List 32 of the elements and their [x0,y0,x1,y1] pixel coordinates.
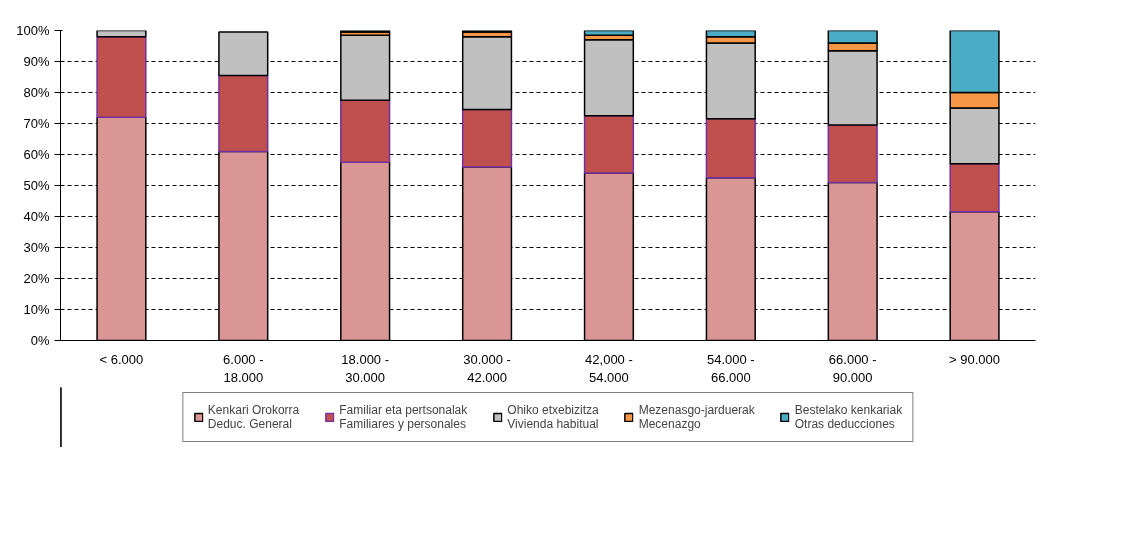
y-tick-label: 50% [23,178,50,193]
y-tick-label: 60% [23,147,50,162]
x-tick-label: 42,000 - 54.000 [585,351,633,385]
y-tick-label: 0% [30,333,50,348]
bar [461,108,513,168]
legend-label: Familiar eta pertsonalak Familiares y personales [339,403,468,431]
bar [218,74,269,153]
x-tick-label: < 6.000 [99,351,144,367]
y-tick-label: 80% [23,85,50,100]
x-tick-label: 54.000 - 66.000 [706,351,755,385]
bar [705,118,756,179]
legend-label: Bestelako kenkariak Otras deducciones [794,403,903,431]
legend-label: Ohiko etxebizitza Vivienda habitual [507,403,599,431]
x-tick-label: 6.000 - 18.000 [223,351,264,385]
y-tick-label: 10% [23,302,50,317]
y-tick-label: 90% [23,54,50,69]
x-tick-label: 18.000 - 30.000 [341,351,390,385]
y-tick-label: 20% [23,271,50,286]
legend-label: Kenkari Orokorra Deduc. General [207,403,300,431]
x-tick-label: > 90.000 [949,351,1001,367]
x-tick-label: 30.000 - 42.000 [463,351,511,385]
x-tick-label: 66.000 - 90.000 [828,351,877,385]
bar [583,115,635,174]
bar [96,35,147,119]
bar [949,163,1000,213]
y-tick-label: 70% [23,116,50,131]
bar [340,99,391,163]
y-tick-label: 40% [23,209,50,224]
legend-label: Mezenasgo-jarduerak Mecenazgo [638,403,755,431]
y-tick-label: 100% [16,23,50,38]
bar [827,124,878,184]
y-tick-label: 30% [23,240,50,255]
